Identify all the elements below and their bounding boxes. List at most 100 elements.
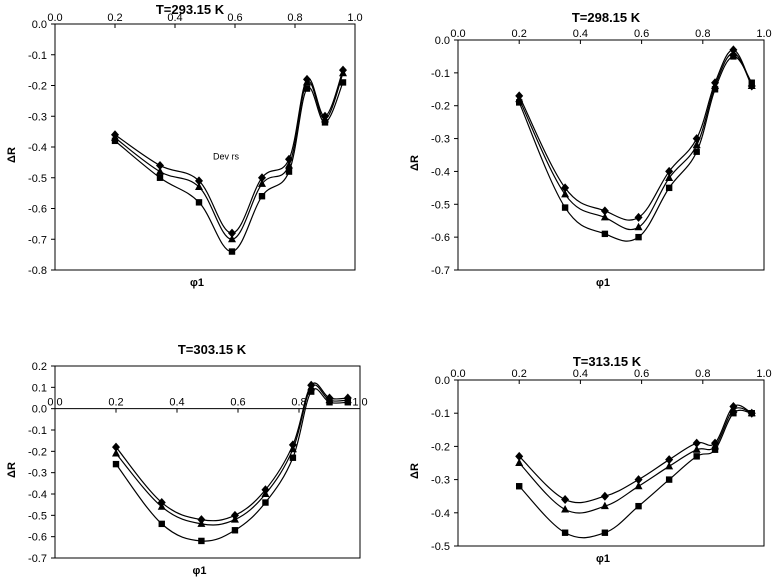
point-square xyxy=(339,79,347,86)
point-square xyxy=(635,502,642,510)
point-square xyxy=(228,248,236,255)
point-square xyxy=(516,483,523,490)
point-square xyxy=(561,529,569,536)
point-square xyxy=(665,476,673,483)
point-diamond xyxy=(112,442,120,452)
y-tick-label: -0.1 xyxy=(28,50,47,62)
panel-2: T=298.15 K 0.0 0.2 0.4 0.6 0.8 1.0 0.0 -0.1 -0.2 -… xyxy=(409,10,772,289)
point-square xyxy=(231,527,239,534)
y-axis-label: ΔR xyxy=(6,462,18,478)
point-square xyxy=(156,174,164,181)
x-tick-label: 0.6 xyxy=(230,397,245,409)
point-triangle xyxy=(157,502,166,510)
y-tick-label: -0.7 xyxy=(28,234,47,246)
point-square xyxy=(308,388,315,395)
point-diamond xyxy=(156,160,164,170)
point-square xyxy=(635,233,642,241)
point-triangle xyxy=(665,461,674,470)
y-tick-label: -0.7 xyxy=(28,553,47,565)
x-tick-label: 1.0 xyxy=(347,12,362,24)
point-triangle xyxy=(665,173,674,181)
y-tick-label: 0.2 xyxy=(32,361,47,373)
point-square xyxy=(711,446,719,453)
chart-annotation: Dev rs xyxy=(213,151,240,161)
point-square xyxy=(344,399,351,406)
chart-title: T=303.15 K xyxy=(178,342,247,357)
point-triangle xyxy=(156,167,164,175)
point-square xyxy=(321,119,329,126)
y-axis-label: ΔR xyxy=(6,147,18,163)
series-square xyxy=(111,79,347,255)
point-square xyxy=(258,193,266,200)
point-square xyxy=(730,410,737,417)
point-square xyxy=(262,499,269,506)
point-triangle xyxy=(600,501,609,510)
point-diamond xyxy=(665,166,674,176)
point-square xyxy=(158,520,165,528)
series-triangle xyxy=(515,405,756,514)
point-diamond xyxy=(195,176,203,186)
series-square xyxy=(516,53,755,242)
point-square xyxy=(693,148,700,155)
point-triangle xyxy=(258,179,266,187)
y-tick-label: -0.2 xyxy=(28,81,47,93)
point-triangle xyxy=(600,212,609,221)
point-square xyxy=(516,99,523,106)
x-tick-label: 0.8 xyxy=(291,397,306,409)
point-diamond xyxy=(665,455,674,465)
point-square xyxy=(289,454,297,461)
x-tick-label: 0.2 xyxy=(107,12,122,24)
y-tick-label: -0.3 xyxy=(28,468,47,480)
x-axis-label: φ1 xyxy=(190,277,204,289)
y-tick-label: -0.5 xyxy=(431,541,450,553)
x-tick-label: 0.4 xyxy=(167,12,182,24)
y-tick-label: 0.1 xyxy=(32,382,47,394)
y-tick-label: -0.3 xyxy=(431,475,450,487)
point-triangle xyxy=(112,448,120,457)
x-tick-label: 1.0 xyxy=(352,397,367,409)
point-diamond xyxy=(600,491,609,501)
x-tick-label: 0.8 xyxy=(695,28,710,40)
series-line xyxy=(518,49,753,221)
point-diamond xyxy=(692,438,701,448)
y-tick-label: -0.6 xyxy=(28,532,47,544)
y-axis-label: ΔR xyxy=(409,463,421,479)
point-square xyxy=(285,168,293,175)
x-tick-label: 0.6 xyxy=(634,368,649,380)
point-triangle xyxy=(230,515,239,523)
point-diamond xyxy=(515,451,524,461)
point-diamond xyxy=(258,173,266,183)
y-tick-label: 0.0 xyxy=(435,375,450,387)
chart-title: T=313.15 K xyxy=(573,354,642,369)
x-tick-label: 0.0 xyxy=(47,397,62,409)
x-tick-label: 0.8 xyxy=(695,368,710,380)
series-line xyxy=(518,409,752,539)
x-tick-label: 0.2 xyxy=(512,368,527,380)
point-square xyxy=(693,453,700,460)
x-tick-label: 0.2 xyxy=(512,28,527,40)
y-tick-label: 0.0 xyxy=(32,404,47,416)
chart-title: T=293.15 K xyxy=(156,2,225,17)
point-triangle xyxy=(228,234,236,243)
panel-4: T=313.15 K 0.0 0.2 0.4 0.6 0.8 1.0 0.0 -0.1 -0.2 -… xyxy=(409,354,772,565)
point-triangle xyxy=(561,504,570,513)
chart-title: T=298.15 K xyxy=(572,10,641,25)
y-tick-label: -0.1 xyxy=(431,68,450,80)
x-tick-label: 0.4 xyxy=(573,28,588,40)
y-tick-label: -0.5 xyxy=(28,173,47,185)
x-tick-label: 1.0 xyxy=(756,368,771,380)
point-square xyxy=(111,137,119,145)
y-tick-label: -0.5 xyxy=(431,199,450,211)
y-tick-label: -0.8 xyxy=(28,265,47,277)
point-square xyxy=(748,410,755,417)
point-square xyxy=(665,184,673,192)
x-tick-label: 0.6 xyxy=(634,28,649,40)
y-tick-label: -0.6 xyxy=(431,232,450,244)
point-triangle xyxy=(303,77,311,86)
series-line xyxy=(518,55,753,242)
series-diamond xyxy=(515,45,756,222)
point-square xyxy=(601,230,609,238)
x-axis-label: φ1 xyxy=(596,553,610,565)
point-triangle xyxy=(261,489,270,497)
